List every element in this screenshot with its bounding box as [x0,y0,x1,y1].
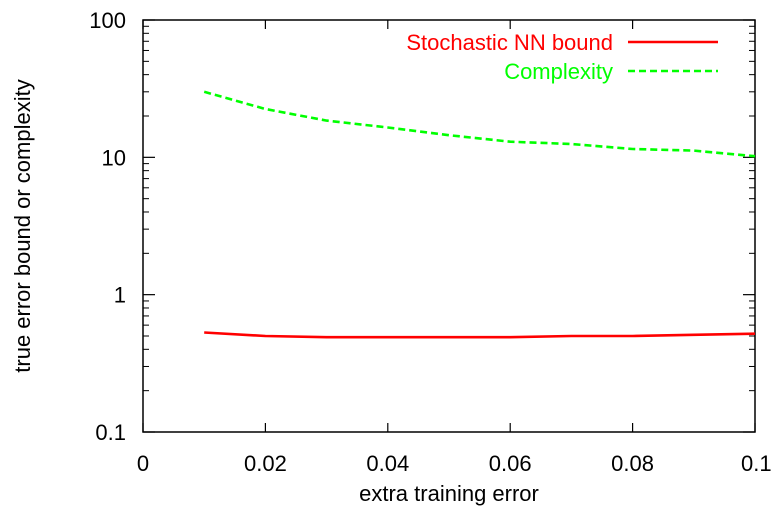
x-tick-label: 0 [137,451,149,476]
legend: Stochastic NN bound Complexity [406,30,718,84]
axis-ticks [142,19,756,433]
legend-label-1: Complexity [504,59,613,84]
x-tick-label: 0.02 [244,451,287,476]
x-tick-label: 0.1 [741,451,772,476]
legend-label-0: Stochastic NN bound [406,30,613,55]
y-tick-label: 10 [102,145,126,170]
x-tick-label: 0.06 [489,451,532,476]
series-line-0 [204,331,756,339]
y-tick-label: 0.1 [95,420,126,445]
series-lines [203,90,756,339]
axis-tick-labels: 0 0.02 0.04 0.06 0.08 0.1 0.1 1 10 100 [89,8,771,476]
x-axis-label: extra training error [359,481,539,506]
y-tick-label: 100 [89,8,126,33]
series-line-1 [203,90,756,158]
y-tick-label: 1 [114,283,126,308]
y-axis-label: true error bound or complexity [10,79,35,372]
plot-area [142,19,756,433]
x-tick-label: 0.08 [611,451,654,476]
x-tick-label: 0.04 [366,451,409,476]
